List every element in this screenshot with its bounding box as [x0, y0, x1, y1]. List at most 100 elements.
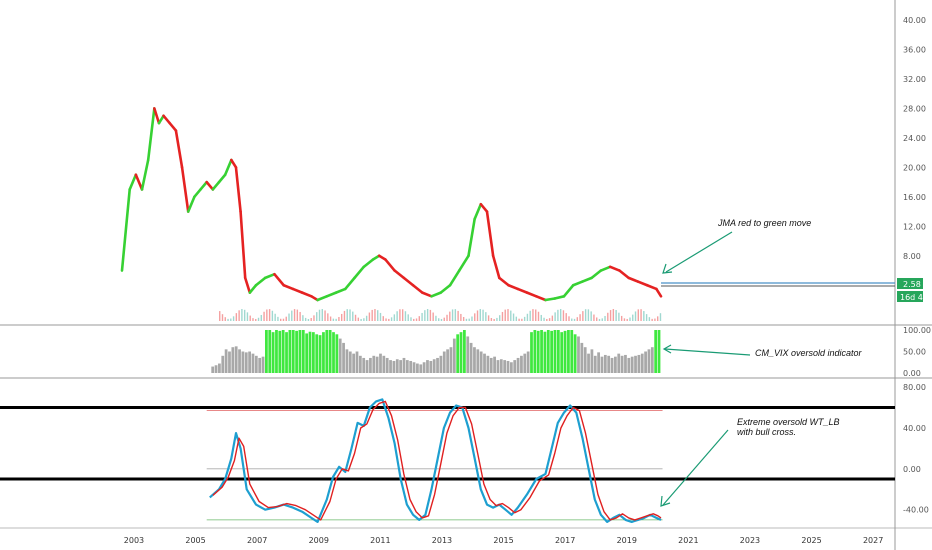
- x-tick-label: 2007: [247, 536, 267, 545]
- wt-y-tick-label: 80.00: [903, 383, 926, 392]
- vix-bar: [342, 342, 345, 373]
- volume-bar: [493, 318, 495, 321]
- volume-bar: [224, 317, 226, 321]
- volume-bar: [601, 318, 603, 321]
- vix-y-tick-label: 50.00: [903, 348, 926, 357]
- volume-bar: [268, 309, 271, 321]
- price-line-segment: [627, 276, 640, 283]
- volume-bar: [360, 318, 362, 321]
- vix-bar: [251, 353, 255, 373]
- volume-bar: [310, 318, 312, 321]
- vix-bar: [362, 357, 366, 373]
- vix-bar: [503, 360, 507, 373]
- volume-bar: [385, 318, 387, 321]
- vix-panel: 100.00 50.00 0.00: [211, 326, 931, 378]
- volume-bar: [346, 309, 348, 321]
- x-tick-label: 2003: [124, 536, 144, 545]
- price-line-segment: [467, 217, 476, 258]
- x-tick-label: 2025: [801, 536, 821, 545]
- volume-bar: [415, 318, 418, 321]
- price-line-segment: [282, 283, 295, 291]
- vix-bar: [228, 351, 231, 373]
- vix-bar: [496, 360, 500, 373]
- vix-bar: [416, 363, 419, 373]
- vix-bar: [630, 356, 634, 373]
- volume-bar: [659, 313, 662, 321]
- volume-bar: [518, 318, 520, 321]
- volume-bar: [576, 317, 579, 321]
- volume-bar: [426, 309, 429, 321]
- volume-bar: [479, 309, 481, 321]
- vix-bar: [466, 336, 470, 373]
- vix-bar: [533, 330, 537, 373]
- vix-bar: [473, 347, 476, 373]
- volume-bar: [640, 309, 642, 321]
- vix-bar: [543, 331, 547, 373]
- x-tick-label: 2021: [678, 536, 698, 545]
- volume-bar: [343, 310, 346, 321]
- vix-bar: [610, 357, 614, 373]
- volume-bar: [482, 309, 484, 321]
- price-line-segment: [636, 280, 649, 287]
- vix-bar: [332, 332, 335, 373]
- volume-bar: [413, 318, 415, 321]
- volume-bar: [418, 316, 421, 321]
- price-line-segment: [393, 269, 406, 280]
- volume-bar: [607, 312, 609, 321]
- wt-y-tick-label: 0.00: [903, 465, 921, 474]
- volume-bar: [396, 311, 398, 321]
- vix-bar: [291, 330, 295, 373]
- vix-bar: [617, 353, 621, 373]
- price-line-segment: [384, 258, 396, 272]
- volume-bar: [429, 309, 432, 321]
- volume-bar: [307, 318, 310, 321]
- volume-bar: [368, 312, 371, 321]
- countdown-tag-label: 16d 4h: [900, 293, 928, 302]
- price-line-segment: [180, 166, 190, 213]
- price-line-segment: [553, 295, 566, 300]
- volume-bar: [598, 318, 601, 321]
- vix-bar: [271, 332, 275, 373]
- vix-bar: [509, 362, 513, 373]
- volume-bar: [296, 309, 299, 321]
- price-line-segment: [608, 265, 621, 272]
- price-line-segment: [448, 269, 461, 287]
- vix-bar: [607, 355, 611, 373]
- volume-bar: [579, 314, 581, 321]
- volume-bar: [557, 309, 559, 321]
- vix-bar: [288, 330, 292, 373]
- vix-bar: [345, 349, 349, 373]
- vix-bar: [221, 355, 225, 373]
- volume-bar: [485, 312, 487, 321]
- x-tick-label: 2005: [185, 536, 205, 545]
- last-price-tag-bg: [897, 278, 923, 289]
- vix-bar: [311, 332, 315, 373]
- price-line-segment: [168, 121, 178, 132]
- volume-bar: [510, 310, 512, 321]
- volume-bar: [291, 310, 293, 321]
- price-line-segment: [599, 265, 612, 272]
- price-line-segment: [174, 129, 184, 169]
- vix-bar: [513, 360, 517, 373]
- vix-bar: [614, 356, 617, 373]
- price-line-segment: [199, 180, 208, 191]
- vix-bar: [540, 330, 543, 373]
- volume-bar: [221, 314, 224, 321]
- x-tick-label: 2027: [863, 536, 883, 545]
- volume-bar: [612, 309, 615, 321]
- price-line-segment: [157, 114, 165, 125]
- price-line-segment: [479, 202, 489, 213]
- vix-bar: [520, 355, 523, 373]
- vix-bar: [580, 342, 584, 373]
- volume-bar: [438, 318, 440, 321]
- price-line-segment: [402, 276, 415, 287]
- vix-bar: [298, 330, 302, 373]
- volume-bar: [620, 315, 623, 321]
- vix-bar: [325, 330, 329, 373]
- vix-bar: [489, 357, 493, 373]
- vix-bar: [301, 330, 305, 373]
- volume-bar: [440, 318, 443, 321]
- price-line-segment: [162, 114, 172, 125]
- volume-bar: [632, 314, 634, 321]
